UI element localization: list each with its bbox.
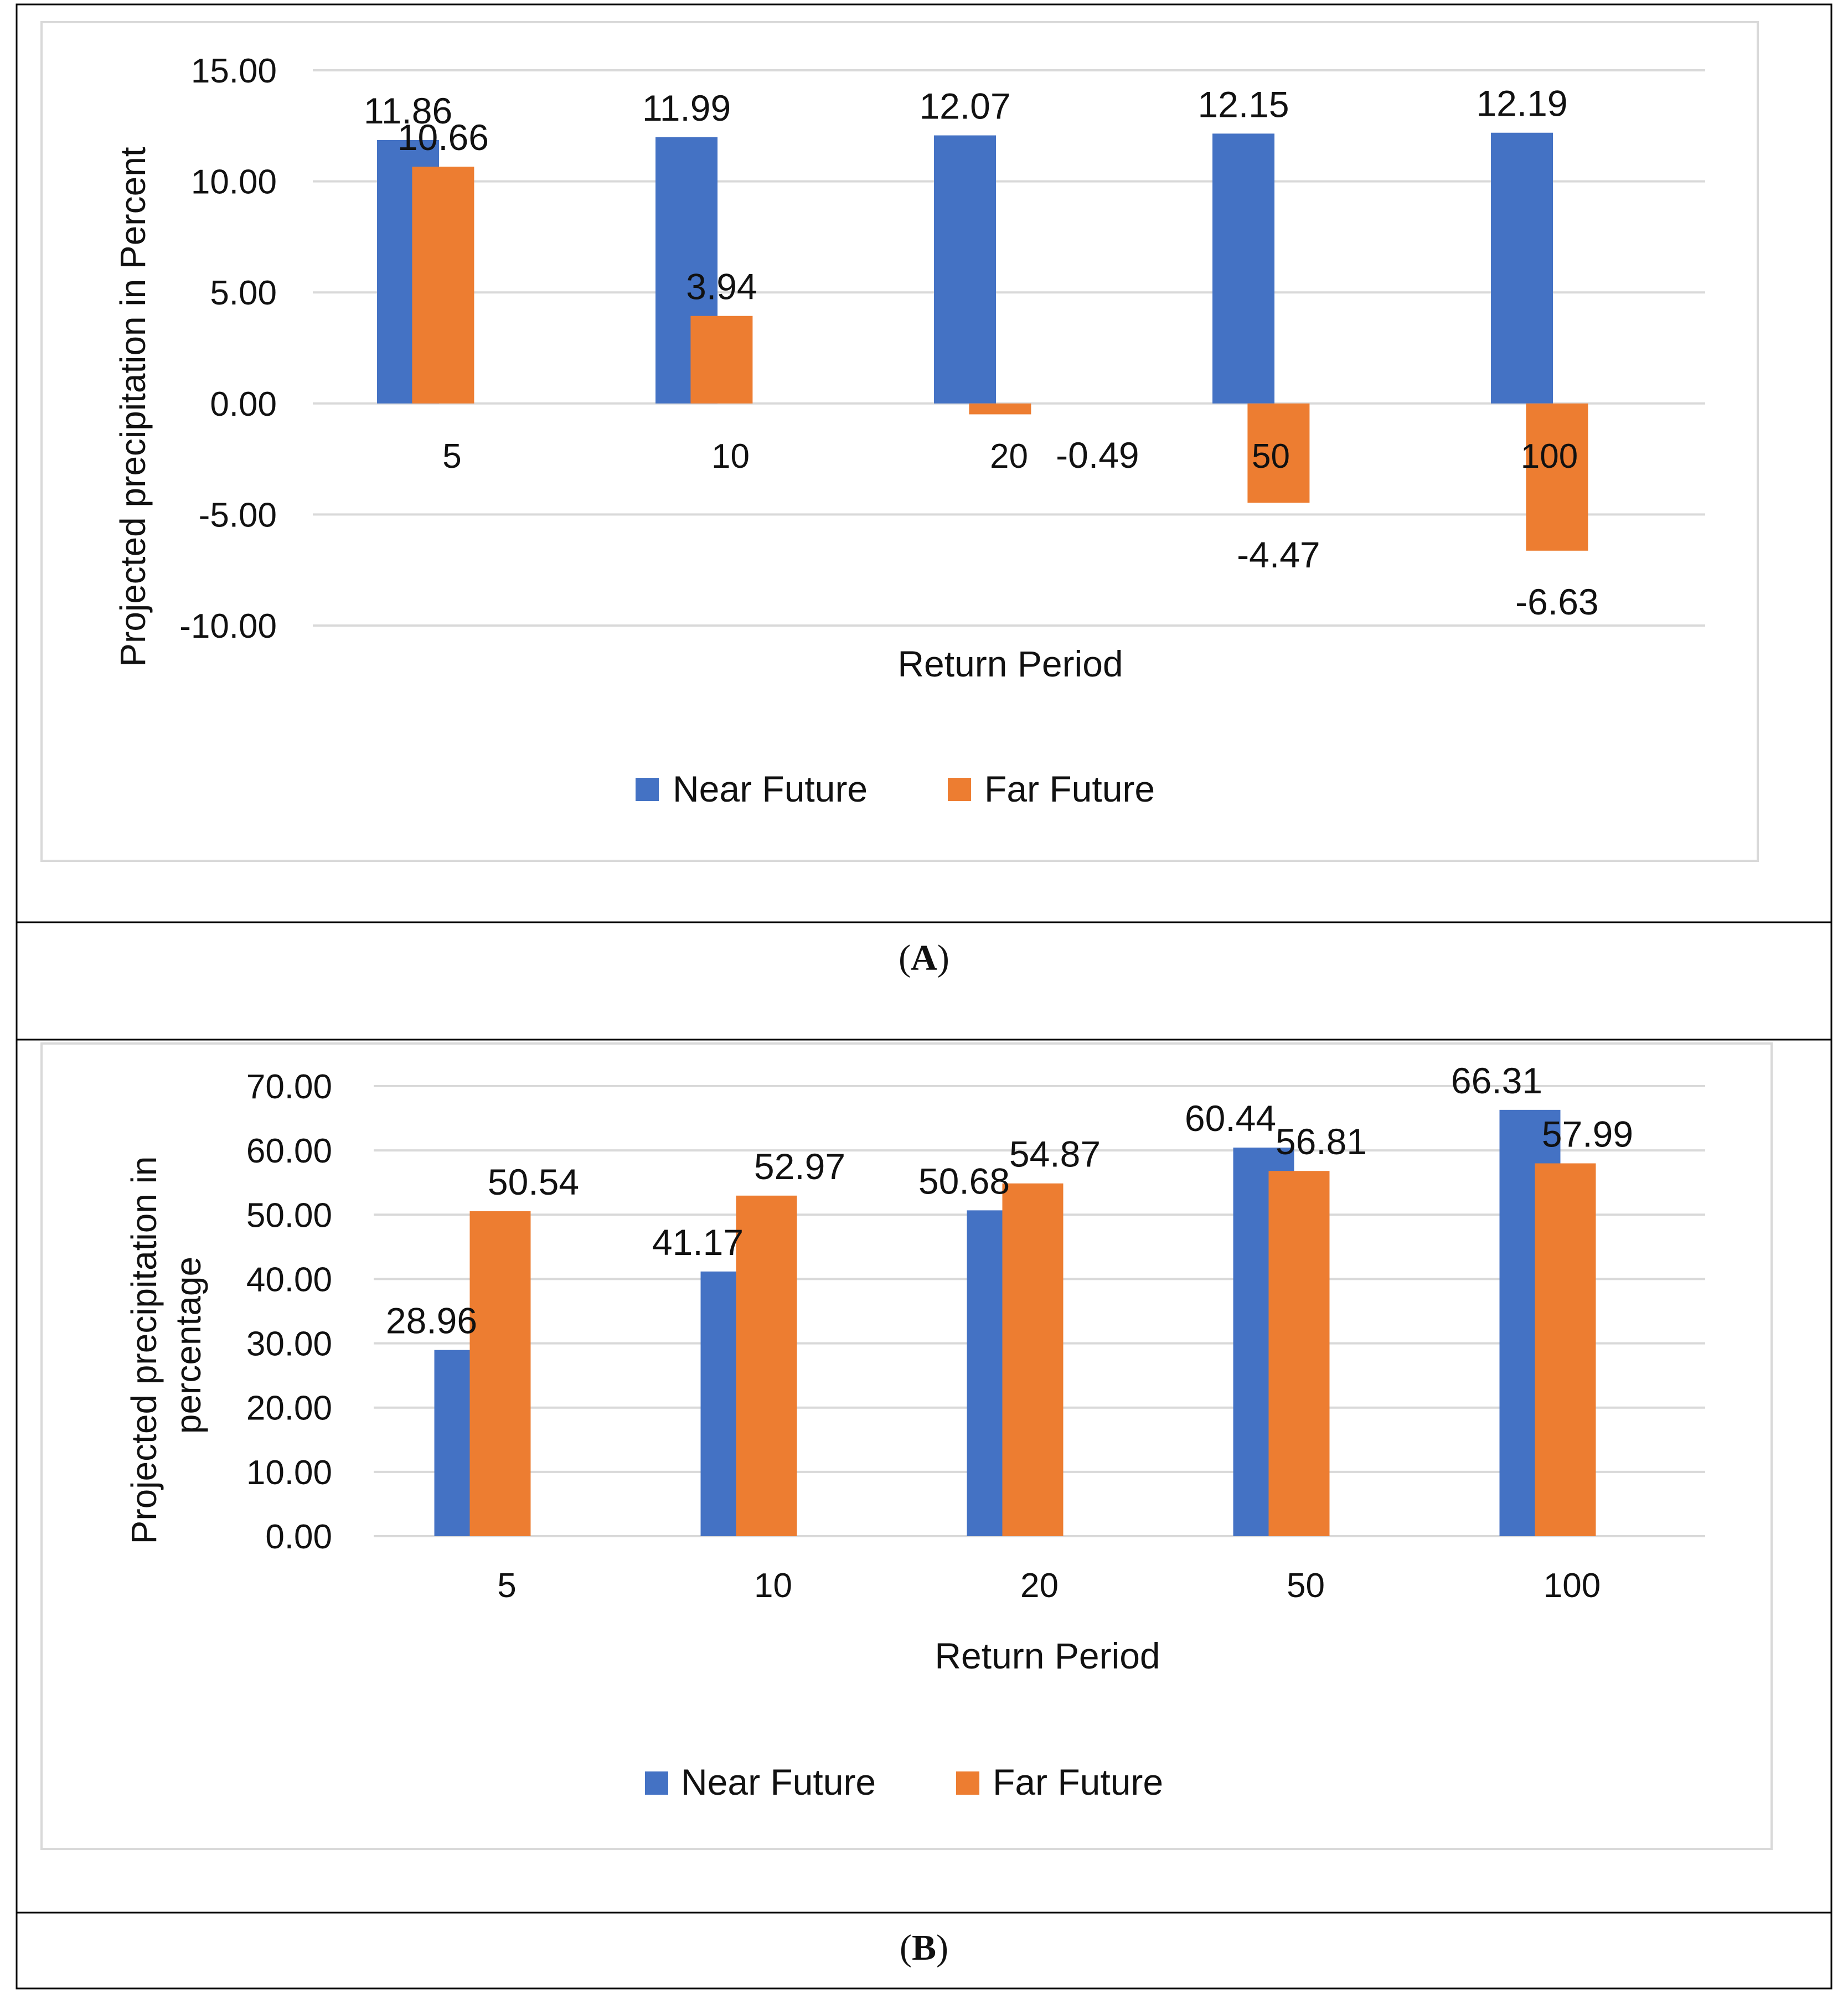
chart-b-y-tick-label: 0.00 (265, 1518, 332, 1556)
chart-b-x-tick-label: 5 (497, 1567, 516, 1605)
chart-a-x-tick-label: 50 (1252, 437, 1290, 476)
chart-a-x-tick-label: 10 (711, 437, 750, 476)
caption-b-open: ( (900, 1928, 912, 1968)
chart-b-bar-far-future (1002, 1183, 1064, 1536)
chart-b-legend-label-near: Near Future (681, 1761, 876, 1802)
chart-a-value-label-far-future: -4.47 (1237, 534, 1320, 575)
chart-a-y-tick-label: 10.00 (191, 163, 277, 202)
chart-b-value-label-near-future: 66.31 (1451, 1060, 1542, 1101)
chart-b-legend-label-far: Far Future (993, 1761, 1163, 1802)
chart-a-bar-near-future (1212, 133, 1275, 404)
chart-a-legend-label-far: Far Future (984, 768, 1155, 809)
chart-b-y-tick-label: 70.00 (246, 1068, 332, 1106)
chart-b-value-label-near-future: 50.68 (918, 1160, 1010, 1201)
chart-a: -10.00 -5.00 0.00 5.00 10.00 15.00 5 10 20 50 100… (40, 21, 1759, 862)
chart-b-y-axis-title-line2: percentage (168, 1257, 208, 1434)
chart-b: 0.0010.0020.0030.0040.0050.0060.0070.00 … (40, 1042, 1773, 1850)
chart-b-y-tick-label: 20.00 (246, 1389, 332, 1428)
chart-b-y-ticks: 0.00 10.00 20.00 30.00 40.00 50.00 60.00 70.00 (246, 1068, 332, 1556)
chart-a-plot-border (40, 21, 1759, 862)
chart-b-x-tick-label: 100 (1544, 1567, 1601, 1605)
chart-a-x-tick-label: 5 (442, 437, 461, 476)
chart-a-value-label-near-future: 11.99 (642, 87, 731, 128)
chart-a-value-label-near-future: 12.15 (1197, 84, 1289, 125)
chart-a-value-label-near-future: 11.86 (364, 90, 452, 131)
chart-b-value-label-near-future: 28.96 (386, 1300, 477, 1341)
chart-a-bar-far-future (969, 403, 1031, 415)
caption-a-close: ) (937, 938, 949, 978)
chart-b-y-tick-label: 50.00 (246, 1196, 332, 1234)
chart-b-x-tick-label: 10 (754, 1567, 792, 1605)
chart-a-value-label-near-future: 12.19 (1476, 83, 1567, 124)
chart-b-y-axis-title-line1: Projected precipitation in (124, 1156, 164, 1544)
chart-a-legend-swatch-near (636, 778, 659, 801)
chart-b-bar-far-future (1535, 1163, 1596, 1536)
chart-b-value-label-far-future: 50.54 (488, 1161, 579, 1202)
chart-a-y-ticks: -10.00 -5.00 0.00 5.00 10.00 15.00 (179, 52, 277, 645)
frame-outer (16, 3, 1832, 1990)
chart-a-value-label-near-future: 12.07 (919, 86, 1010, 127)
chart-b-plot-border (40, 1042, 1773, 1850)
chart-b-value-label-near-future: 60.44 (1185, 1098, 1276, 1139)
chart-a-bar-near-future (934, 135, 997, 404)
chart-b-legend-swatch-near (645, 1771, 668, 1795)
chart-a-y-axis-title: Projected precipitation in Percent (113, 147, 153, 667)
chart-b-bar-far-future (736, 1195, 797, 1536)
chart-b-bar-far-future (1268, 1171, 1330, 1536)
chart-b-legend-swatch-far (956, 1771, 979, 1795)
chart-a-x-ticks: 5 10 20 50 100 (442, 437, 1578, 476)
chart-a-bar-far-future (1526, 403, 1588, 551)
chart-b-x-axis-title: Return Period (935, 1635, 1160, 1676)
chart-a-y-tick-label: 0.00 (210, 385, 277, 423)
chart-a-bars (377, 132, 1588, 551)
figure-frame (16, 3, 1832, 1990)
chart-a-legend-label-near: Near Future (673, 768, 868, 809)
chart-a-y-tick-label: 5.00 (210, 274, 277, 312)
chart-b-value-label-far-future: 54.87 (1009, 1134, 1101, 1175)
chart-a-value-label-far-future: 10.66 (398, 117, 489, 158)
chart-a-y-tick-label: -10.00 (179, 607, 277, 645)
caption-b-close: ) (936, 1928, 948, 1968)
chart-a-value-label-far-future: -0.49 (1056, 435, 1139, 476)
chart-b-x-ticks: 5 10 20 50 100 (497, 1567, 1601, 1605)
chart-a-bar-far-future (1247, 403, 1310, 503)
chart-a-x-tick-label: 100 (1521, 437, 1578, 476)
chart-a-x-tick-label: 20 (990, 437, 1028, 476)
chart-a-value-label-far-future: -6.63 (1515, 581, 1598, 622)
chart-a-x-axis-title: Return Period (897, 643, 1123, 684)
chart-a-legend-swatch-far (948, 778, 971, 801)
chart-a-gridlines (313, 69, 1705, 627)
chart-a-y-tick-label: 15.00 (191, 52, 277, 90)
chart-a-value-label-far-future: 3.94 (686, 266, 757, 307)
chart-b-y-tick-label: 30.00 (246, 1325, 332, 1363)
caption-a-letter: A (911, 938, 937, 978)
chart-b-value-label-far-future: 52.97 (754, 1146, 845, 1187)
chart-b-value-label-near-future: 41.17 (652, 1222, 744, 1263)
chart-b-y-tick-label: 10.00 (246, 1454, 332, 1492)
chart-b-value-label-far-future: 56.81 (1276, 1121, 1367, 1162)
caption-a: (A) (899, 938, 949, 978)
caption-b-letter: B (912, 1928, 936, 1968)
svg-text:(A): (A) (899, 938, 949, 978)
chart-b-value-label-far-future: 57.99 (1542, 1113, 1633, 1154)
chart-b-y-tick-label: 40.00 (246, 1261, 332, 1299)
chart-a-bar-far-future (690, 316, 753, 404)
chart-b-y-tick-label: 60.00 (246, 1132, 332, 1170)
caption-b: (B) (900, 1928, 948, 1968)
chart-a-y-tick-label: -5.00 (199, 496, 277, 534)
svg-text:(B): (B) (900, 1928, 948, 1968)
chart-b-x-tick-label: 50 (1287, 1567, 1325, 1605)
chart-b-bar-far-future (469, 1211, 531, 1536)
chart-b-legend: Near Future Far Future (645, 1761, 1163, 1802)
chart-a-legend: Near Future Far Future (636, 768, 1155, 809)
chart-a-bar-far-future (412, 167, 474, 404)
caption-a-open: ( (899, 938, 911, 978)
chart-b-x-tick-label: 20 (1020, 1567, 1059, 1605)
chart-b-bars (434, 1109, 1596, 1536)
chart-b-y-axis-title: Projected precipitation in percentage (124, 1146, 208, 1544)
chart-a-bar-near-future (1491, 132, 1553, 404)
